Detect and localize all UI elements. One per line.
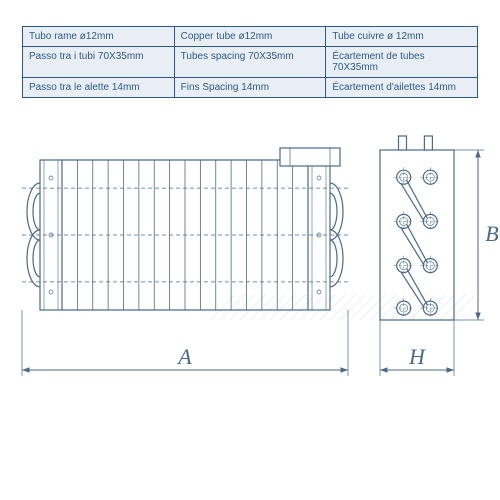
diagram-svg: A H B (0, 130, 500, 490)
technical-diagram: A H B (0, 130, 500, 490)
spec-cell-it: Tubo rame ø12mm (23, 27, 175, 46)
spec-cell-it: Passo tra le alette 14mm (23, 78, 175, 97)
spec-cell-fr: Écartement d'ailettes 14mm (326, 78, 477, 97)
spec-cell-fr: Écartement de tubes 70X35mm (326, 47, 477, 77)
spec-row: Passo tra i tubi 70X35mm Tubes spacing 7… (23, 47, 477, 78)
svg-text:B: B (485, 221, 498, 246)
spec-row: Tubo rame ø12mm Copper tube ø12mm Tube c… (23, 27, 477, 47)
spec-cell-fr: Tube cuivre ø 12mm (326, 27, 477, 46)
spec-cell-en: Fins Spacing 14mm (175, 78, 327, 97)
svg-text:H: H (408, 344, 426, 369)
front-view (22, 148, 348, 310)
spec-cell-en: Tubes spacing 70X35mm (175, 47, 327, 77)
side-view (210, 136, 476, 320)
svg-text:A: A (176, 344, 192, 369)
spec-cell-en: Copper tube ø12mm (175, 27, 327, 46)
spec-row: Passo tra le alette 14mm Fins Spacing 14… (23, 78, 477, 97)
spec-cell-it: Passo tra i tubi 70X35mm (23, 47, 175, 77)
spec-table: Tubo rame ø12mm Copper tube ø12mm Tube c… (22, 26, 478, 98)
